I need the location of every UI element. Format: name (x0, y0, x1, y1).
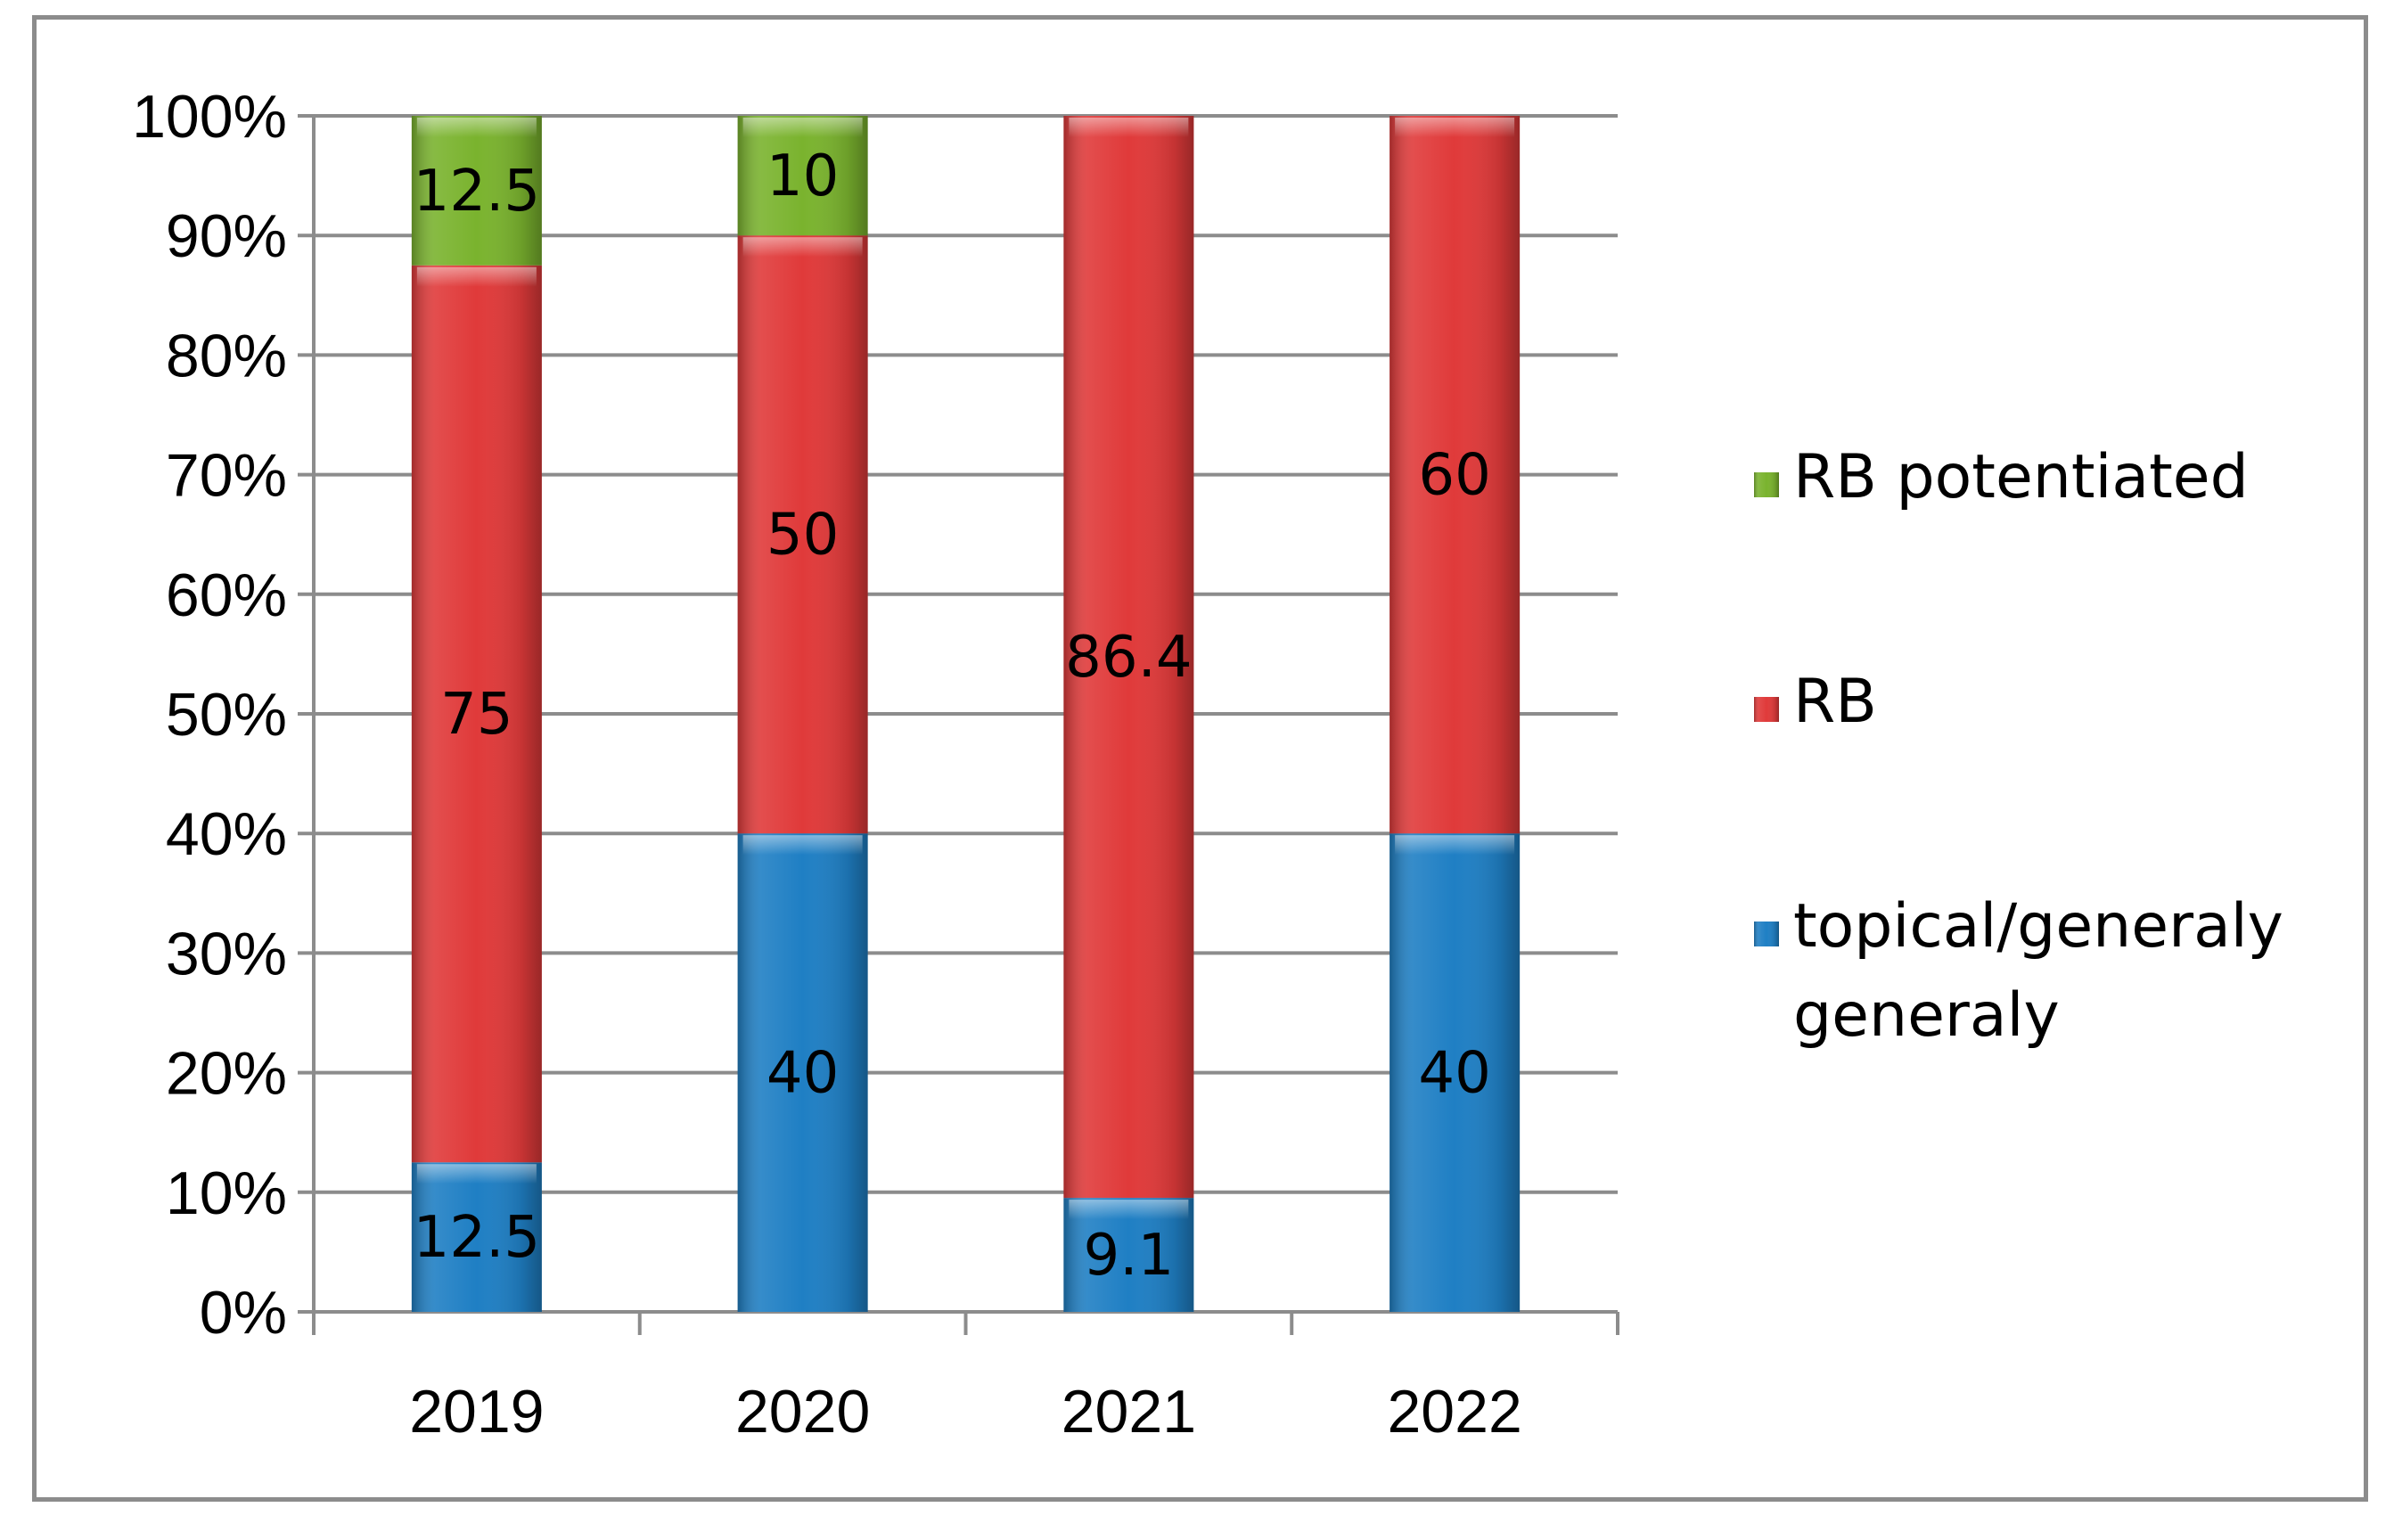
y-tick-label: 30% (166, 920, 287, 987)
legend-swatch-shading (1754, 472, 1779, 497)
bar-segment-shading (1063, 116, 1194, 1199)
bar-segment-bevel (1069, 118, 1189, 137)
y-tick-label: 100% (132, 83, 287, 151)
bar-segment-bevel (1395, 118, 1515, 137)
bar-segment-shading (411, 116, 542, 266)
data-labels: 12.5 75 12.5 40 50 10 9.1 86.4 40 60 (414, 143, 1491, 1289)
bar-segment-bevel (742, 118, 863, 137)
legend-label: RB potentiated (1793, 442, 2249, 512)
data-label: 86.4 (1065, 625, 1193, 691)
bar-segment-bevel (416, 266, 537, 287)
x-tick-label: 2021 (1062, 1378, 1196, 1446)
x-tick-label: 2020 (735, 1378, 870, 1446)
y-tick-label: 60% (166, 561, 287, 629)
data-label: 60 (1418, 443, 1490, 509)
bar-segment-bevel (1069, 1200, 1189, 1220)
y-tick-label: 70% (166, 442, 287, 510)
data-label: 40 (767, 1041, 839, 1107)
bar-segment-shading (1390, 116, 1521, 834)
x-tick-label: 2022 (1387, 1378, 1521, 1446)
bar-segment-bevel (416, 118, 537, 137)
data-label: 75 (440, 682, 512, 748)
data-label: 12.5 (414, 159, 541, 225)
bar-segment-bevel (1395, 835, 1515, 856)
legend: RB potentiated RB topical/generaly generaly (1754, 442, 2283, 1051)
y-tick-label: 50% (166, 681, 287, 749)
y-tick-label: 90% (166, 202, 287, 270)
bar-segment-shading (737, 833, 868, 1312)
bar-segment-bevel (742, 237, 863, 258)
y-tick-label: 80% (166, 322, 287, 389)
x-tick-label: 2019 (409, 1378, 544, 1446)
bar-segment-shading (411, 265, 542, 1163)
y-tick-label: 20% (166, 1040, 287, 1108)
legend-swatch-shading (1754, 697, 1779, 722)
y-tick-label: 0% (200, 1279, 287, 1347)
bar-segment-shading (411, 1162, 542, 1312)
data-label: 40 (1418, 1041, 1490, 1107)
legend-swatch-shading (1754, 922, 1779, 946)
y-tick-label: 10% (166, 1159, 287, 1227)
bars (411, 116, 1521, 1312)
legend-label: RB (1793, 667, 1877, 737)
legend-label: topical/generaly (1793, 891, 2283, 962)
legend-label: generaly (1793, 980, 2060, 1051)
data-label: 9.1 (1083, 1223, 1174, 1289)
data-label: 12.5 (414, 1205, 541, 1271)
y-tick-label: 40% (166, 800, 287, 868)
bar-segment-bevel (416, 1164, 537, 1184)
data-label: 50 (767, 503, 839, 569)
bar-segment-bevel (742, 835, 863, 856)
bar-segment-shading (737, 235, 868, 834)
data-label: 10 (767, 143, 839, 209)
bar-segment-shading (1390, 833, 1521, 1312)
